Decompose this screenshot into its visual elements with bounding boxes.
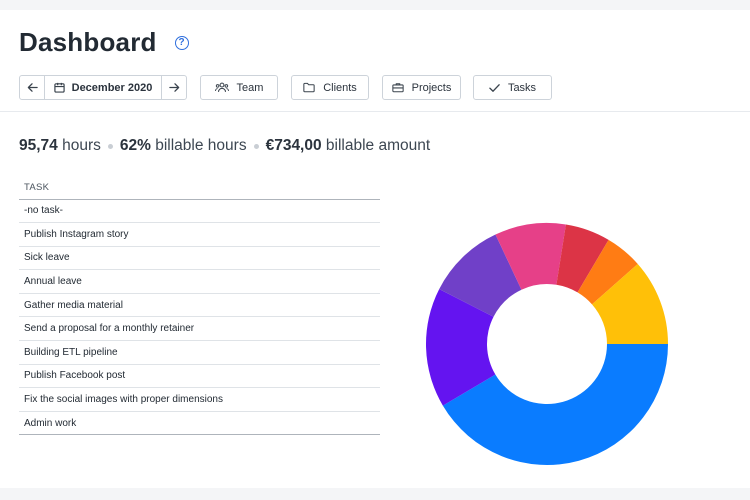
toolbar-divider: [0, 111, 750, 112]
separator-dot: [107, 143, 113, 149]
task-name: Admin work: [19, 411, 380, 436]
summary-bar: 95,74 hours 62% billable hours €734,00 b…: [19, 137, 430, 155]
hours-value: 95,74: [19, 137, 58, 154]
task-name: Publish Instagram story: [19, 222, 380, 247]
page-title: Dashboard: [19, 27, 157, 57]
projects-button[interactable]: Projects: [382, 75, 461, 100]
task-name: Annual leave: [19, 269, 380, 294]
check-icon: [489, 83, 500, 93]
billable-percent: 62%: [119, 137, 151, 154]
table-row: Fix the social images with proper dimens…: [19, 387, 380, 412]
task-name: Sick leave: [19, 246, 380, 271]
hours-label: hours: [62, 137, 101, 154]
folder-icon: [303, 82, 315, 93]
users-icon: [214, 82, 229, 93]
donut-slice[interactable]: [495, 223, 566, 290]
donut-slice[interactable]: [556, 224, 609, 293]
prev-month-button[interactable]: [20, 76, 45, 99]
task-name: -no task-: [19, 199, 380, 224]
arrow-left-icon: [27, 83, 38, 92]
donut-slice[interactable]: [426, 289, 496, 406]
date-navigator: December 2020: [19, 75, 187, 100]
team-label: Team: [236, 81, 264, 94]
donut-slice[interactable]: [577, 239, 638, 305]
table-row: Send a proposal for a monthly retainer: [19, 316, 380, 342]
date-picker-button[interactable]: December 2020: [45, 76, 161, 99]
table-row: Annual leave: [19, 269, 380, 294]
question-circle-icon[interactable]: ?: [174, 35, 189, 50]
clients-label: Clients: [323, 81, 357, 94]
arrow-right-icon: [168, 83, 179, 92]
task-name: Send a proposal for a monthly retainer: [19, 316, 380, 342]
toolbar: December 2020 Team Clients Projects Task…: [19, 75, 552, 100]
task-name: Publish Facebook post: [19, 364, 380, 389]
donut-slice[interactable]: [439, 234, 522, 317]
table-row: -no task-: [19, 199, 380, 224]
briefcase-icon: [391, 82, 404, 93]
task-column-header: TASK: [19, 176, 380, 200]
clients-button[interactable]: Clients: [291, 75, 369, 100]
team-button[interactable]: Team: [200, 75, 278, 100]
calendar-icon: [53, 82, 65, 93]
tasks-label: Tasks: [507, 81, 537, 94]
title-row: Dashboard ?: [19, 27, 189, 58]
projects-label: Projects: [411, 81, 452, 94]
table-row: Sick leave: [19, 246, 380, 271]
table-row: Gather media material: [19, 293, 380, 318]
billable-amount-value: €734,00: [265, 137, 322, 154]
next-month-button[interactable]: [161, 76, 186, 99]
donut-slice[interactable]: [442, 344, 668, 465]
table-row: Building ETL pipeline: [19, 340, 380, 365]
table-row: Publish Instagram story: [19, 222, 380, 247]
table-row: Publish Facebook post: [19, 364, 380, 389]
date-label: December 2020: [71, 81, 153, 94]
billable-hours-label: billable hours: [155, 137, 247, 154]
tasks-button[interactable]: Tasks: [473, 75, 552, 100]
table-header-row: TASK: [19, 176, 380, 200]
table-row: Admin work: [19, 411, 380, 436]
task-table: TASK -no task- Publish Instagram story S…: [19, 176, 380, 436]
separator-dot: [253, 143, 259, 149]
task-name: Building ETL pipeline: [19, 340, 380, 365]
donut-slice[interactable]: [592, 263, 668, 344]
billable-amount-label: billable amount: [325, 137, 431, 154]
task-name: Fix the social images with proper dimens…: [19, 387, 380, 412]
task-name: Gather media material: [19, 293, 380, 318]
task-donut-chart: [426, 223, 668, 465]
